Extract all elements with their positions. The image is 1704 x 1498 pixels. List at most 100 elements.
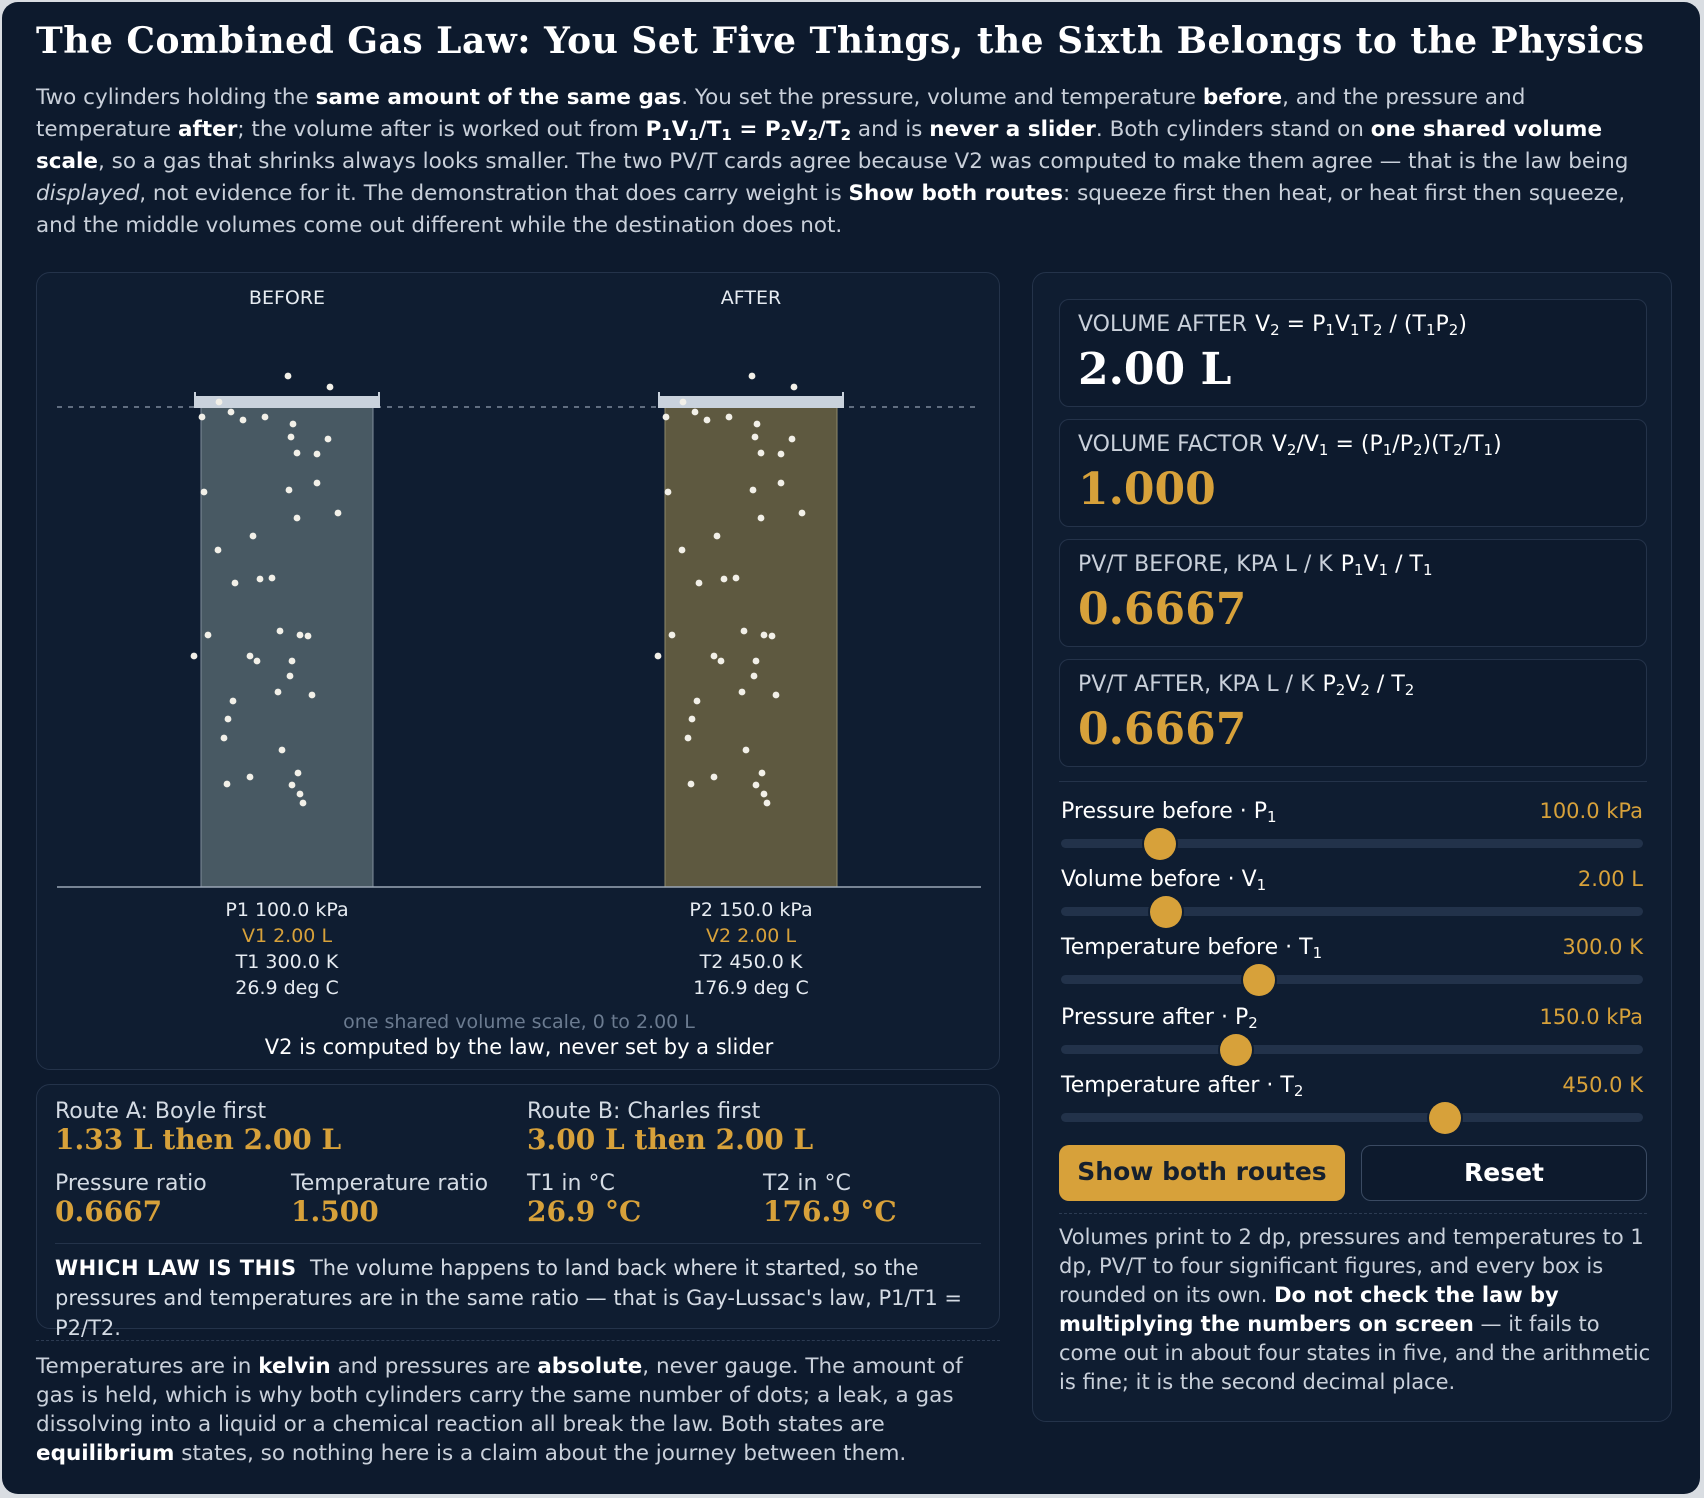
pressure-ratio-label: Pressure ratio — [55, 1171, 207, 1196]
gas-particle — [750, 672, 758, 680]
gas-particle — [710, 652, 718, 660]
piston-before — [195, 396, 379, 408]
intro-part: . You set the pressure, volume and tempe… — [681, 85, 1203, 110]
note-divider — [1059, 1213, 1647, 1214]
volume-factor-heading: VOLUME FACTOR V2/V1 = (P1/P2)(T2/T1) — [1078, 432, 1502, 459]
before-temperature: T1 300.0 K — [235, 951, 339, 973]
volume-after-formula: V2 = P1V1T2 / (T1P2) — [1255, 312, 1467, 339]
slider-volume-before[interactable]: Volume before · V1 2.00 L — [1061, 867, 1643, 928]
gas-particle — [753, 420, 761, 428]
gas-particle — [276, 627, 284, 635]
gas-particle — [229, 697, 237, 705]
after-readout: P2 150.0 kPa V2 2.00 L T2 450.0 K 176.9 … — [631, 897, 871, 1001]
gas-particle — [256, 575, 264, 583]
show-both-routes-button[interactable]: Show both routes — [1059, 1145, 1345, 1201]
footer-part: states, so nothing here is a claim about… — [174, 1441, 907, 1466]
gas-particle — [748, 372, 756, 380]
volume-after-card: VOLUME AFTER V2 = P1V1T2 / (T1P2) 2.00 L — [1059, 299, 1647, 407]
slider-pressure-before[interactable]: Pressure before · P1 100.0 kPa — [1061, 799, 1643, 860]
scale-caption: one shared volume scale, 0 to 2.00 L — [343, 1011, 695, 1033]
gas-particle — [198, 413, 206, 421]
t1-celsius-label: T1 in °C — [527, 1171, 615, 1196]
gas-particle — [223, 780, 231, 788]
slider-track[interactable] — [1061, 1113, 1643, 1122]
slider-thumb[interactable] — [1429, 1102, 1462, 1134]
gas-particle — [299, 799, 307, 807]
before-heading: BEFORE — [248, 287, 326, 309]
temperature-ratio-value: 1.500 — [291, 1195, 379, 1228]
gas-particle — [246, 652, 254, 660]
slider-track[interactable] — [1061, 907, 1643, 916]
gas-particle — [798, 509, 806, 517]
intro-bold: never a slider — [929, 117, 1096, 142]
temperature-ratio-label: Temperature ratio — [291, 1171, 489, 1196]
gas-particle — [662, 413, 670, 421]
gas-particle — [287, 433, 295, 441]
pvt-after-label: PV/T AFTER, KPA L / K — [1078, 672, 1315, 697]
gas-particle — [326, 383, 334, 391]
footer-bold: kelvin — [258, 1354, 331, 1379]
slider-value: 300.0 K — [1562, 935, 1643, 959]
before-pressure: P1 100.0 kPa — [225, 899, 349, 921]
pvt-before-card: PV/T BEFORE, KPA L / K P1V1 / T1 0.6667 — [1059, 539, 1647, 647]
intro-part: , and the pressure and temperature — [36, 85, 1526, 142]
footer-part: and pressures are — [330, 1354, 538, 1379]
gas-particle — [334, 509, 342, 517]
gas-particle — [261, 413, 269, 421]
volume-factor-formula: V2/V1 = (P1/P2)(T2/T1) — [1271, 432, 1502, 459]
slider-track[interactable] — [1061, 975, 1643, 984]
slider-thumb[interactable] — [1242, 964, 1275, 996]
rounding-note: Volumes print to 2 dp, pressures and tem… — [1059, 1223, 1659, 1397]
before-volume: V1 2.00 L — [241, 925, 333, 947]
route-a-label: Route A: Boyle first — [55, 1099, 267, 1124]
intro-bold: after — [177, 117, 238, 142]
gas-particle — [777, 450, 785, 458]
slider-track[interactable] — [1061, 1045, 1643, 1054]
route-b-value: 3.00 L then 2.00 L — [527, 1123, 814, 1156]
gas-particle — [246, 773, 254, 781]
slider-value: 450.0 K — [1562, 1073, 1643, 1097]
intro-bold: same amount of the same gas — [315, 85, 682, 110]
piston-after — [659, 396, 843, 408]
slider-temperature-after[interactable]: Temperature after · T2 450.0 K — [1061, 1073, 1643, 1134]
gas-particle — [286, 672, 294, 680]
footer-part: Temperatures are in — [36, 1354, 259, 1379]
pressure-ratio-value: 0.6667 — [55, 1195, 163, 1228]
gas-particle — [293, 514, 301, 522]
reset-button[interactable]: Reset — [1361, 1145, 1647, 1201]
after-celsius: 176.9 deg C — [693, 977, 809, 999]
pvt-after-formula: P2V2 / T2 — [1322, 672, 1415, 699]
gas-particle — [664, 488, 672, 496]
which-law-note: WHICH LAW IS THIS The volume happens to … — [55, 1253, 985, 1343]
cylinder-after — [664, 404, 838, 888]
slider-thumb[interactable] — [1219, 1034, 1252, 1066]
controls-panel: VOLUME AFTER V2 = P1V1T2 / (T1P2) 2.00 L … — [1032, 272, 1672, 1422]
gas-particle — [278, 746, 286, 754]
stage-caption: V2 is computed by the law, never set by … — [264, 1035, 774, 1059]
slider-pressure-after[interactable]: Pressure after · P2 150.0 kPa — [1061, 1005, 1643, 1066]
gas-particle — [732, 574, 740, 582]
t2-celsius-value: 176.9 °C — [763, 1195, 897, 1228]
volume-after-label: VOLUME AFTER — [1078, 312, 1248, 337]
slider-temperature-before[interactable]: Temperature before · T1 300.0 K — [1061, 935, 1643, 996]
gas-particle — [777, 479, 785, 487]
slider-track[interactable] — [1061, 839, 1643, 848]
gas-particles-before — [190, 372, 342, 807]
gas-particle — [253, 657, 261, 665]
route-a-value: 1.33 L then 2.00 L — [55, 1123, 342, 1156]
cylinder-diagram — [57, 372, 981, 888]
slider-label: Temperature after · T2 — [1061, 1073, 1304, 1100]
after-pressure: P2 150.0 kPa — [689, 899, 813, 921]
slider-thumb[interactable] — [1143, 828, 1176, 860]
intro-part: : squeeze first then heat, or heat first… — [36, 181, 1626, 238]
gas-particle — [268, 574, 276, 582]
volume-factor-card: VOLUME FACTOR V2/V1 = (P1/P2)(T2/T1) 1.00… — [1059, 419, 1647, 527]
footer-bold: equilibrium — [36, 1441, 175, 1466]
gas-particle — [288, 781, 296, 789]
before-celsius: 26.9 deg C — [235, 977, 339, 999]
slider-thumb[interactable] — [1149, 896, 1182, 928]
gas-particle — [190, 652, 198, 660]
gas-particles-after — [654, 372, 806, 807]
gas-particle — [200, 488, 208, 496]
